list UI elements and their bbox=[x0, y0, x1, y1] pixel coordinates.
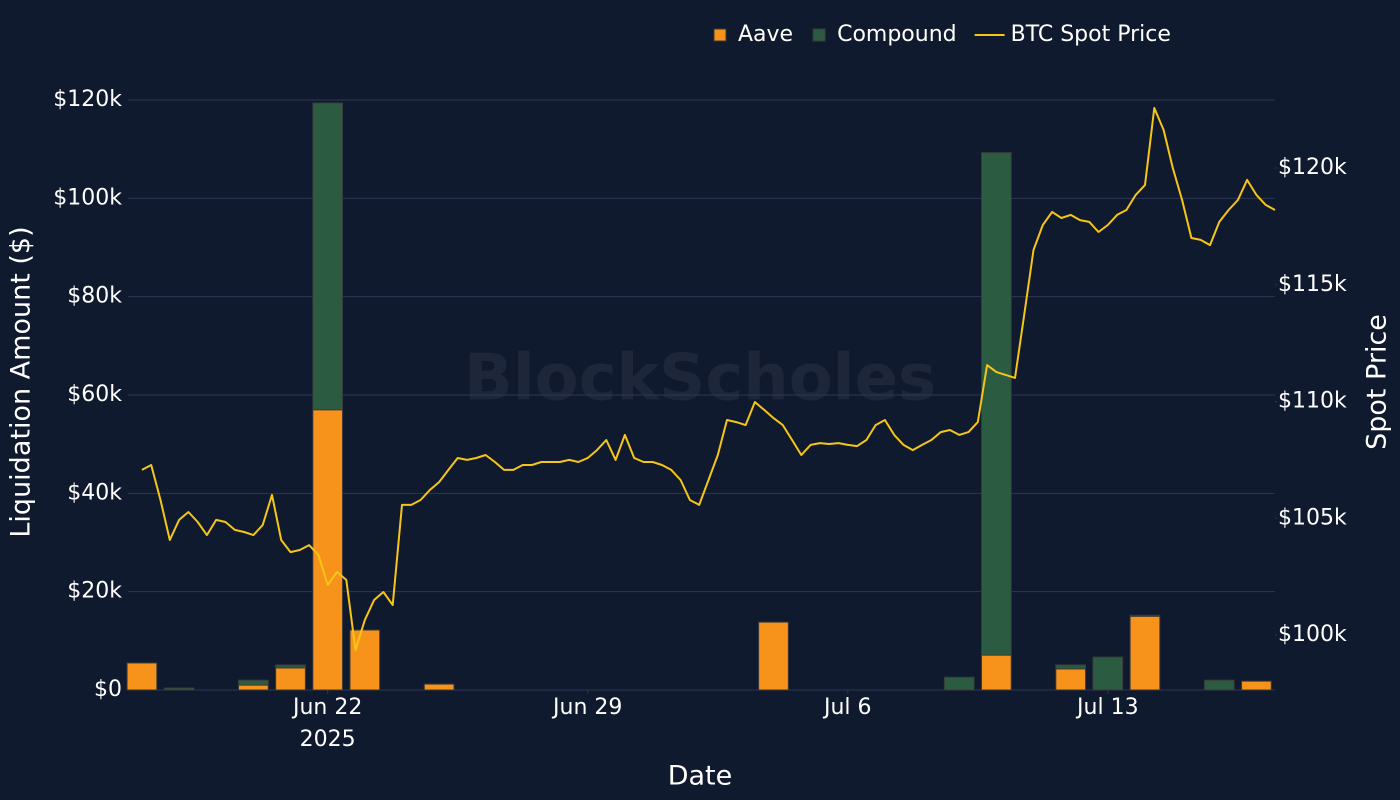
bar bbox=[1241, 680, 1272, 691]
bar bbox=[126, 662, 158, 691]
bar bbox=[312, 409, 344, 691]
bar bbox=[163, 687, 195, 691]
bar bbox=[1055, 668, 1087, 691]
y-tick-label: $100k bbox=[53, 185, 122, 210]
legend-label: Aave bbox=[738, 22, 793, 47]
bar bbox=[312, 102, 344, 411]
x-tick-label: Jul 13 bbox=[1075, 695, 1139, 720]
legend-label: BTC Spot Price bbox=[1011, 22, 1171, 47]
y-tick-label: $80k bbox=[67, 284, 122, 309]
x-tick-label: Jun 22 2025 bbox=[291, 695, 362, 752]
legend-label: Compound bbox=[837, 22, 957, 47]
y2-tick-label: $120k bbox=[1278, 155, 1347, 180]
price-line bbox=[141, 107, 1276, 651]
bar bbox=[238, 679, 269, 686]
legend-swatch bbox=[812, 28, 826, 42]
bar bbox=[1203, 679, 1235, 691]
legend-swatch bbox=[713, 28, 727, 42]
bar bbox=[238, 684, 269, 691]
bar bbox=[1055, 664, 1087, 670]
y-tick-label: $40k bbox=[67, 480, 122, 505]
y-tick-label: $20k bbox=[67, 579, 122, 604]
bar bbox=[275, 667, 306, 691]
y-tick-label: $0 bbox=[94, 677, 122, 702]
bar bbox=[1092, 656, 1124, 691]
y-tick-label: $60k bbox=[67, 382, 122, 407]
y2-tick-label: $100k bbox=[1278, 622, 1347, 647]
y2-tick-label: $115k bbox=[1278, 272, 1347, 297]
y2-tick-label: $110k bbox=[1278, 389, 1347, 414]
bar bbox=[423, 683, 455, 691]
y2-axis-title: Spot Price bbox=[1362, 314, 1393, 450]
bar bbox=[1129, 614, 1161, 617]
bar bbox=[943, 676, 975, 691]
watermark: BlockScholes bbox=[464, 342, 936, 416]
y-axis-title: Liquidation Amount ($) bbox=[6, 226, 37, 537]
y2-tick-label: $105k bbox=[1278, 505, 1347, 530]
bar bbox=[981, 654, 1012, 691]
bar bbox=[981, 152, 1012, 656]
bar bbox=[758, 621, 789, 691]
x-axis-title: Date bbox=[668, 761, 733, 792]
x-tick-label: Jun 29 bbox=[551, 695, 622, 720]
bar bbox=[275, 664, 306, 669]
y-tick-label: $120k bbox=[53, 87, 122, 112]
x-tick-label: Jul 6 bbox=[822, 695, 872, 720]
bar bbox=[1129, 615, 1161, 691]
